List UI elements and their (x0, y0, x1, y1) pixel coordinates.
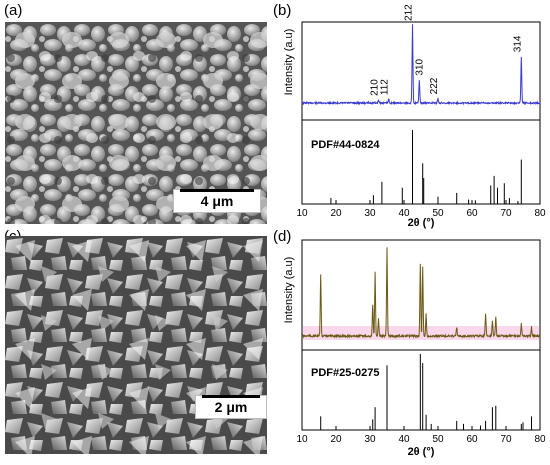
peak-index-label: 212 (404, 4, 415, 21)
series-line-b (301, 24, 541, 106)
peak-index-label: 310 (414, 58, 425, 75)
scale-bar-c: 2 μm (195, 395, 267, 419)
scale-text-c: 2 μm (214, 399, 248, 415)
scale-text-a: 4 μm (200, 193, 234, 209)
x-tick-label: 70 (500, 434, 512, 445)
sem-image-c: 2 μm (5, 236, 267, 454)
reference-label-b: PDF#44-0824 (311, 139, 380, 151)
reference-label-d: PDF#25-0275 (311, 367, 380, 379)
ylabel-b: Intensity (a.u) (283, 29, 295, 96)
scale-bar-a: 4 μm (173, 189, 261, 213)
peak-index-label: 314 (512, 35, 523, 52)
x-tick-label: 20 (330, 434, 342, 445)
x-tick-label: 50 (432, 434, 444, 445)
series-line-d (301, 247, 541, 339)
peak-index-label: 112 (380, 79, 391, 95)
peak-index-label: 222 (429, 77, 440, 94)
x-tick-label: 50 (432, 208, 444, 219)
x-tick-label: 60 (466, 208, 478, 219)
x-tick-label: 80 (534, 434, 546, 445)
x-tick-label: 30 (364, 208, 376, 219)
sem-image-a: 4 μm (5, 22, 267, 224)
sem-texture-c (5, 236, 267, 454)
xlabel-b: 2θ (°) (408, 217, 435, 229)
panel-label-d: (d) (273, 228, 292, 245)
x-tick-label: 80 (534, 208, 546, 219)
x-tick-label: 70 (500, 208, 512, 219)
x-tick-label: 30 (364, 434, 376, 445)
plot-frame-b (301, 21, 541, 205)
panel-label-a: (a) (4, 2, 23, 19)
ylabel-d: Intensity (a.u) (283, 257, 295, 324)
x-tick-label: 40 (398, 434, 410, 445)
panel-label-b: (b) (273, 2, 292, 19)
plot-frame-d (301, 239, 541, 431)
x-tick-label: 20 (330, 208, 342, 219)
x-tick-label: 40 (398, 208, 410, 219)
x-tick-label: 10 (296, 434, 308, 445)
peak-index-label: 210 (370, 79, 381, 96)
x-tick-label: 60 (466, 434, 478, 445)
xlabel-d: 2θ (°) (408, 446, 435, 458)
x-tick-label: 10 (296, 208, 308, 219)
